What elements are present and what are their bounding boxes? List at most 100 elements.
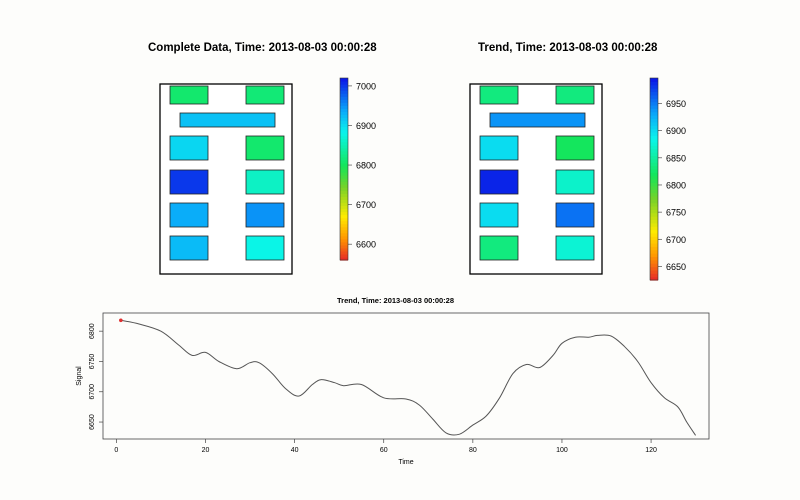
colorbar-segment — [340, 208, 348, 213]
colorbar-segment — [650, 152, 658, 157]
colorbar-segment — [340, 178, 348, 182]
x-axis-label: Time — [398, 459, 413, 466]
room-cell-r3-left — [479, 169, 519, 195]
colorbar-segment — [340, 150, 348, 155]
colorbar-segment — [650, 259, 658, 264]
y-tick-label: 6800 — [89, 323, 96, 339]
colorbar-tick-label: 6650 — [666, 262, 686, 272]
colorbar-segment — [650, 219, 658, 224]
trend-colorbar: 6650 6700 6750 6800 6850 6900 6950 — [649, 77, 686, 281]
colorbar-segment — [650, 145, 658, 150]
colorbar-segment — [340, 132, 348, 137]
colorbar-segment — [340, 217, 348, 222]
colorbar-segment — [340, 117, 348, 122]
colorbar-segment — [650, 155, 658, 160]
trend-line-chart: 0 20 40 60 80 100 120 6650 6700 6750 6800 Time Signa… — [76, 312, 710, 466]
room-cell-wide — [179, 112, 276, 128]
colorbar-segment — [340, 235, 348, 240]
colorbar-segment — [650, 94, 658, 99]
colorbar-segment — [340, 250, 348, 255]
room-cell-r4-right — [245, 202, 285, 228]
colorbar-segment — [340, 102, 348, 106]
colorbar-segment — [650, 118, 658, 123]
colorbar-segment — [650, 205, 658, 210]
room-cell-r2-right — [245, 135, 285, 161]
colorbar-segment — [650, 172, 658, 177]
colorbar-segment — [650, 189, 658, 194]
colorbar-segment — [650, 232, 658, 237]
colorbar-segment — [650, 222, 658, 227]
complete-colorbar: 6600 6700 6800 6900 7000 — [339, 77, 376, 261]
colorbar-segment — [340, 256, 348, 261]
room-cell-r5-right — [555, 235, 595, 261]
colorbar-segment — [650, 128, 658, 133]
colorbar-segment — [650, 209, 658, 214]
colorbar-segment — [340, 244, 348, 249]
colorbar-segment — [650, 131, 658, 136]
colorbar-segment — [650, 175, 658, 180]
colorbar-segment — [340, 238, 348, 243]
x-tick-label: 120 — [645, 447, 657, 454]
complete-floor-map — [159, 83, 293, 275]
colorbar-tick-label: 6800 — [356, 161, 376, 171]
signal-series-line — [120, 319, 697, 436]
room-cell-top-right — [245, 85, 285, 105]
colorbar-tick-label: 6850 — [666, 153, 686, 163]
room-cell-top-right — [555, 85, 595, 105]
colorbar-segment — [340, 172, 348, 176]
colorbar-segment — [650, 229, 658, 234]
colorbar-segment — [340, 126, 348, 131]
colorbar-segment — [650, 91, 658, 96]
colorbar-segment — [340, 138, 348, 143]
colorbar-segment — [650, 104, 658, 109]
colorbar-segment — [340, 105, 348, 109]
colorbar-segment — [650, 239, 658, 244]
colorbar-segment — [340, 99, 348, 103]
colorbar-segment — [340, 247, 348, 252]
x-tick-label: 80 — [469, 447, 477, 454]
colorbar-segment — [650, 256, 658, 261]
x-tick-label: 60 — [380, 447, 388, 454]
colorbar-segment — [340, 156, 348, 161]
colorbar-segment — [340, 96, 348, 100]
colorbar-segment — [340, 108, 348, 112]
colorbar-segment — [340, 81, 348, 85]
colorbar-segment — [650, 101, 658, 106]
colorbar-segment — [650, 165, 658, 170]
colorbar-segment — [340, 123, 348, 128]
room-cell-wide — [489, 112, 586, 128]
room-cell-r4-right — [555, 202, 595, 228]
colorbar-tick-label: 6600 — [356, 240, 376, 250]
colorbar-segment — [340, 159, 348, 164]
colorbar-tick-label: 7000 — [356, 81, 376, 91]
colorbar-segment — [650, 121, 658, 126]
colorbar-segment — [340, 90, 348, 94]
room-cell-r5-left — [479, 235, 519, 261]
colorbar-segment — [340, 184, 348, 188]
plot-frame — [102, 312, 710, 440]
colorbar-segment — [650, 115, 658, 119]
colorbar-segment — [340, 129, 348, 134]
colorbar-segment — [650, 216, 658, 220]
colorbar-segment — [340, 205, 348, 210]
colorbar-segment — [340, 153, 348, 158]
room-cell-r5-right — [245, 235, 285, 261]
colorbar-segment — [340, 120, 348, 125]
y-axis-label: Signal — [76, 366, 83, 386]
room-cell-r2-left — [479, 135, 519, 161]
y-tick-label: 6750 — [89, 354, 96, 370]
colorbar-segment — [650, 108, 658, 113]
colorbar-segment — [340, 84, 348, 88]
colorbar-segment — [650, 266, 658, 271]
colorbar-tick-label: 6700 — [666, 235, 686, 245]
x-tick-label: 20 — [202, 447, 210, 454]
colorbar-segment — [340, 181, 348, 185]
room-cell-r3-left — [169, 169, 209, 195]
room-cell-r4-left — [479, 202, 519, 228]
room-cell-r2-left — [169, 135, 209, 161]
x-tick-label: 40 — [291, 447, 299, 454]
x-tick-label: 0 — [114, 447, 118, 454]
colorbar-segment — [650, 185, 658, 190]
colorbar-segment — [340, 223, 348, 228]
colorbar-segment — [340, 241, 348, 246]
